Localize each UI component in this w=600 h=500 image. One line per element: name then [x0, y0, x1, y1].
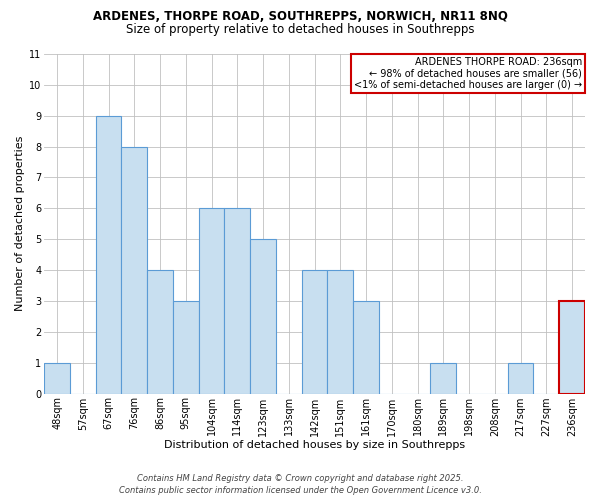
- X-axis label: Distribution of detached houses by size in Southrepps: Distribution of detached houses by size …: [164, 440, 465, 450]
- Bar: [224, 208, 250, 394]
- Bar: [353, 301, 379, 394]
- Bar: [430, 362, 456, 394]
- Bar: [508, 362, 533, 394]
- Bar: [173, 301, 199, 394]
- Text: ARDENES THORPE ROAD: 236sqm
← 98% of detached houses are smaller (56)
<1% of sem: ARDENES THORPE ROAD: 236sqm ← 98% of det…: [354, 57, 582, 90]
- Bar: [147, 270, 173, 394]
- Bar: [199, 208, 224, 394]
- Y-axis label: Number of detached properties: Number of detached properties: [15, 136, 25, 312]
- Bar: [121, 146, 147, 394]
- Bar: [302, 270, 328, 394]
- Bar: [95, 116, 121, 394]
- Text: ARDENES, THORPE ROAD, SOUTHREPPS, NORWICH, NR11 8NQ: ARDENES, THORPE ROAD, SOUTHREPPS, NORWIC…: [92, 10, 508, 23]
- Bar: [559, 301, 585, 394]
- Text: Size of property relative to detached houses in Southrepps: Size of property relative to detached ho…: [126, 22, 474, 36]
- Bar: [328, 270, 353, 394]
- Bar: [44, 362, 70, 394]
- Bar: [250, 239, 276, 394]
- Text: Contains HM Land Registry data © Crown copyright and database right 2025.
Contai: Contains HM Land Registry data © Crown c…: [119, 474, 481, 495]
